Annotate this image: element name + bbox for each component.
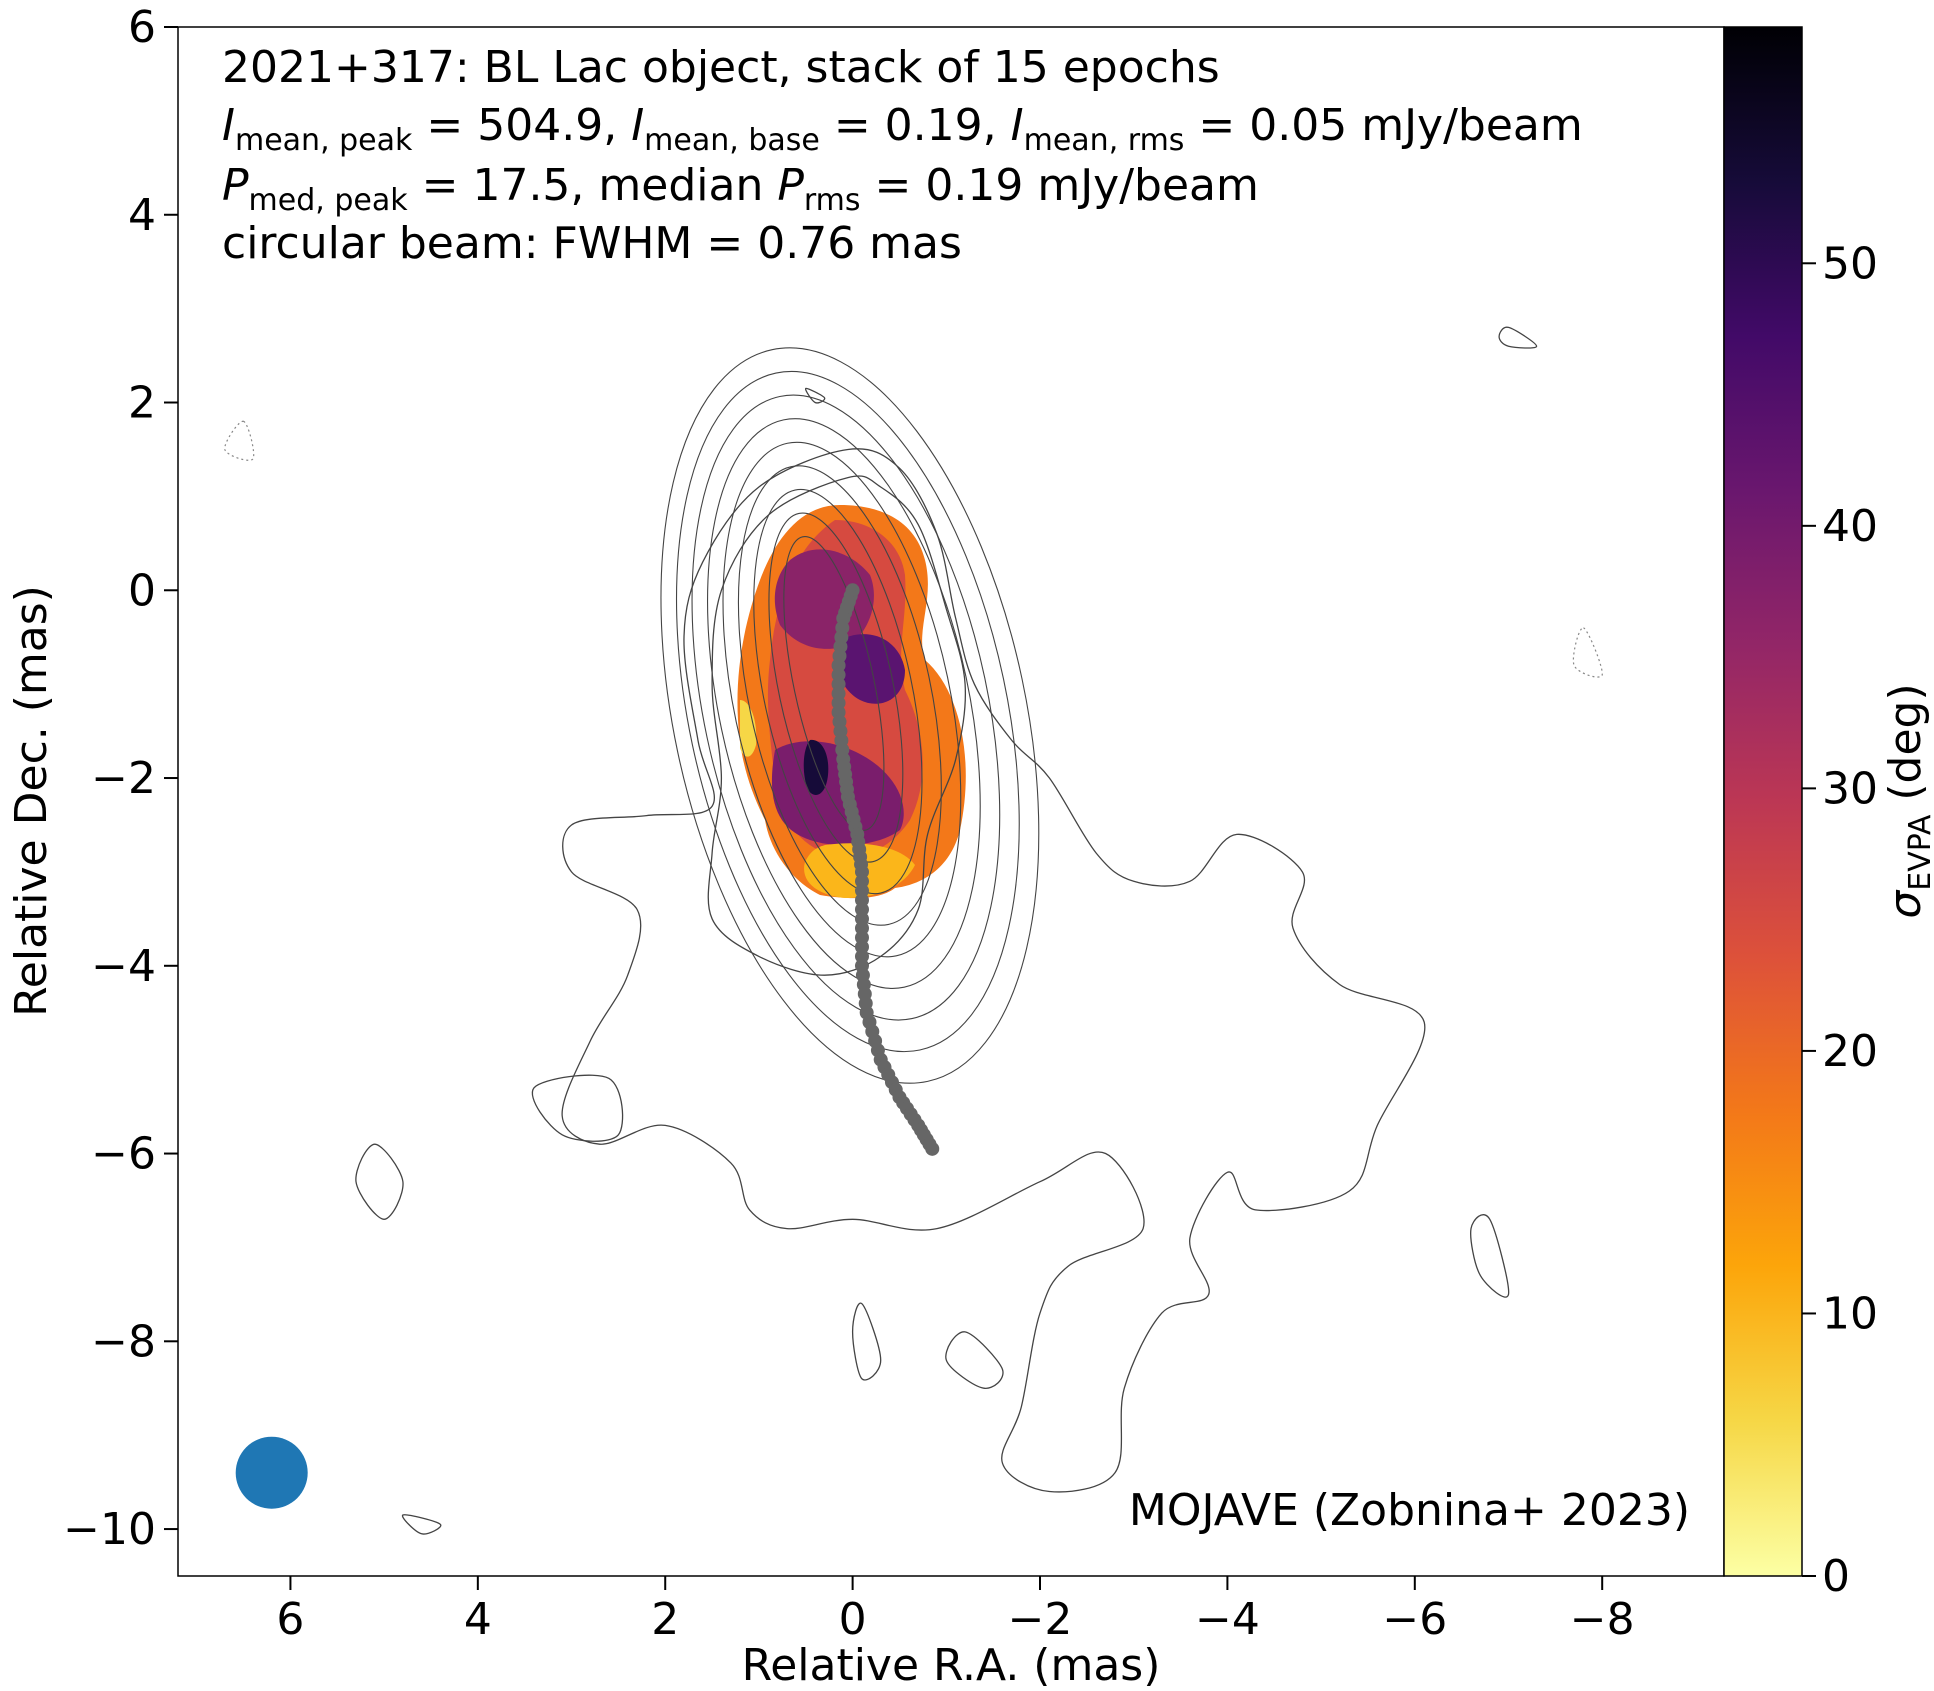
annotation-line-4: circular beam: FWHM = 0.76 mas: [222, 218, 962, 269]
core-contour-3: [737, 465, 942, 926]
colorbar-label-symbol: σ: [1880, 890, 1931, 919]
negative-contour-0: [224, 420, 255, 461]
y-tick-label: 4: [128, 190, 156, 241]
colorbar-label: σEVPA (deg): [1880, 683, 1934, 918]
colorbar-tick-label: 10: [1822, 1288, 1878, 1339]
x-tick-label: 0: [839, 1594, 867, 1645]
core-contour-0: [783, 536, 885, 832]
contour-0: [561, 448, 1426, 1493]
contour-9: [401, 1514, 442, 1535]
colorbar-label-subscript: EVPA: [1903, 814, 1934, 891]
y-tick-label: 6: [128, 2, 156, 53]
i-peak-subscript: mean, peak: [235, 123, 413, 158]
p-symbol: P: [222, 160, 249, 211]
y-axis-label: Relative Dec. (mas): [6, 585, 57, 1017]
i-symbol: I: [1011, 100, 1024, 151]
colorbar-tick-label: 0: [1822, 1551, 1850, 1602]
x-tick-label: −2: [1008, 1594, 1073, 1645]
i-symbol: I: [631, 100, 644, 151]
credit-label: MOJAVE (Zobnina+ 2023): [1129, 1485, 1690, 1536]
y-tick-label: −2: [91, 753, 156, 804]
colorbar-ticks: 0 10 20 30 40 50: [1802, 238, 1878, 1602]
p-rms-subscript: rms: [804, 183, 861, 218]
core-contour-6: [691, 394, 1001, 1021]
contour-8: [851, 1302, 882, 1381]
contour-3: [531, 1074, 624, 1142]
contour-5: [804, 387, 826, 404]
p-peak-subscript: med, peak: [249, 183, 409, 218]
x-axis-label: Relative R.A. (mas): [742, 1640, 1161, 1691]
heatmap-purple-top: [774, 549, 874, 649]
contour-1: [707, 475, 967, 976]
colorbar-tick-label: 50: [1822, 238, 1878, 289]
beam-ellipse: [235, 1436, 308, 1509]
p-rms-value: = 0.19 mJy/beam: [861, 160, 1259, 211]
core-contour-4: [722, 441, 962, 958]
heatmap-purple-mid: [836, 634, 905, 704]
x-axis-ticks: 6 4 2 0 −2 −4 −6 −8: [276, 1576, 1635, 1645]
i-rms-subscript: mean, rms: [1024, 123, 1185, 158]
ridgeline-layer: [831, 583, 940, 1156]
p-symbol: P: [777, 160, 804, 211]
contour-2: [355, 1143, 404, 1220]
y-tick-label: −10: [63, 1504, 156, 1555]
annotation-line-3: Pmed, peak = 17.5, median Prms = 0.19 mJ…: [222, 160, 1259, 218]
core-contour-2: [753, 488, 923, 895]
y-tick-label: −6: [91, 1129, 156, 1180]
annotation-line-1: 2021+317: BL Lac object, stack of 15 epo…: [222, 42, 1220, 93]
contour-7: [945, 1331, 1004, 1389]
annotation-block: 2021+317: BL Lac object, stack of 15 epo…: [222, 42, 1690, 1536]
colorbar-tick-label: 20: [1822, 1026, 1878, 1077]
contour-4: [1498, 326, 1538, 349]
x-tick-label: −8: [1570, 1594, 1635, 1645]
core-contour-5: [707, 418, 981, 989]
annotation-line-2: Imean, peak = 504.9, Imean, base = 0.19,…: [222, 100, 1583, 158]
i-rms-value: = 0.05 mJy/beam: [1184, 100, 1582, 151]
colorbar-tick-label: 30: [1822, 763, 1878, 814]
contour-6: [1470, 1214, 1510, 1298]
i-base-subscript: mean, base: [644, 123, 820, 158]
contour-layer: [224, 326, 1603, 1535]
i-symbol: I: [222, 100, 235, 151]
x-tick-label: 2: [651, 1594, 679, 1645]
heatmap-yellow-left: [740, 700, 757, 757]
core-contour-1: [768, 512, 904, 863]
colorbar-tick-label: 40: [1822, 501, 1878, 552]
y-tick-label: 2: [128, 378, 156, 429]
ridgeline-point: [925, 1141, 940, 1156]
x-tick-label: 6: [276, 1594, 304, 1645]
colorbar-gradient: [1723, 26, 1803, 1577]
i-peak-value: = 504.9,: [412, 100, 631, 151]
y-tick-label: 0: [128, 565, 156, 616]
i-base-value: = 0.19,: [820, 100, 1011, 151]
y-axis-ticks: 6 4 2 0 −2 −4 −6 −8 −10: [63, 2, 178, 1555]
x-tick-label: 4: [464, 1594, 492, 1645]
p-peak-value: = 17.5, median: [408, 160, 778, 211]
core-contour-8: [660, 347, 1040, 1084]
y-tick-label: −4: [91, 941, 156, 992]
negative-contour-1: [1572, 627, 1603, 678]
colorbar-label-unit: (deg): [1880, 683, 1931, 814]
colorbar: 0 10 20 30 40 50 σEVPA (deg): [1723, 26, 1934, 1602]
core-contour-7: [675, 370, 1020, 1053]
x-tick-label: −4: [1195, 1594, 1260, 1645]
y-tick-label: −8: [91, 1316, 156, 1367]
x-tick-label: −6: [1382, 1594, 1447, 1645]
